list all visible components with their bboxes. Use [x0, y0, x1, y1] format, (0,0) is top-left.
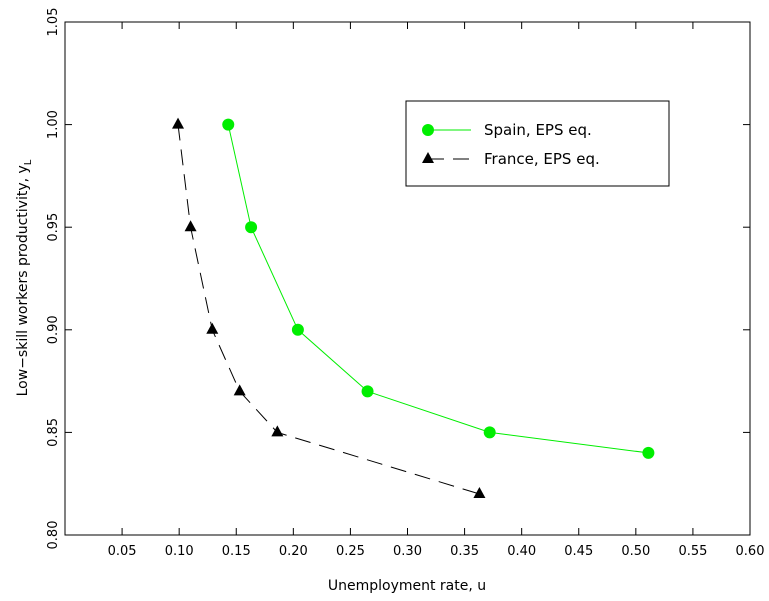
data-point [642, 447, 654, 459]
data-point [362, 385, 374, 397]
data-point [245, 221, 257, 233]
x-tick-label: 0.35 [450, 544, 479, 559]
legend-label-france: France, EPS eq. [484, 150, 600, 168]
x-tick-label: 0.50 [621, 544, 650, 559]
data-point [234, 384, 246, 395]
data-point [206, 323, 218, 334]
legend-marker-spain [422, 124, 434, 136]
x-tick-label: 0.10 [165, 544, 194, 559]
x-tick-label: 0.45 [564, 544, 593, 559]
x-tick-label: 0.20 [279, 544, 308, 559]
legend: Spain, EPS eq. France, EPS eq. [406, 101, 669, 186]
y-tick-label: 0.90 [46, 315, 61, 344]
legend-box [406, 101, 669, 186]
y-tick-label: 1.00 [46, 110, 61, 139]
axis-ticks: 0.05 0.10 0.15 0.20 0.25 0.30 0.35 0.40 0.45 0.50… [46, 8, 764, 559]
x-tick-label: 0.15 [222, 544, 251, 559]
x-tick-label: 0.05 [108, 544, 137, 559]
y-axis-label-subscript: L [23, 159, 34, 165]
x-tick-label: 0.30 [393, 544, 422, 559]
x-tick-label: 0.25 [336, 544, 365, 559]
y-axis-label-main: Low−skill workers productivity, y [15, 165, 31, 396]
y-tick-label: 1.05 [46, 8, 61, 37]
data-point [172, 118, 184, 129]
y-tick-label: 0.80 [46, 521, 61, 550]
x-tick-label: 0.55 [678, 544, 707, 559]
x-tick-label: 0.40 [507, 544, 536, 559]
y-tick-label: 0.85 [46, 418, 61, 447]
data-point [292, 324, 304, 336]
y-tick-label: 0.95 [46, 213, 61, 242]
data-point [222, 119, 234, 131]
x-axis-label: Unemployment rate, u [328, 578, 486, 594]
x-tick-label: 0.60 [736, 544, 765, 559]
y-axis-label: Low−skill workers productivity, yL [15, 159, 34, 396]
legend-label-spain: Spain, EPS eq. [484, 121, 592, 139]
data-point [185, 220, 197, 231]
data-point [484, 426, 496, 438]
data-point [271, 425, 283, 436]
